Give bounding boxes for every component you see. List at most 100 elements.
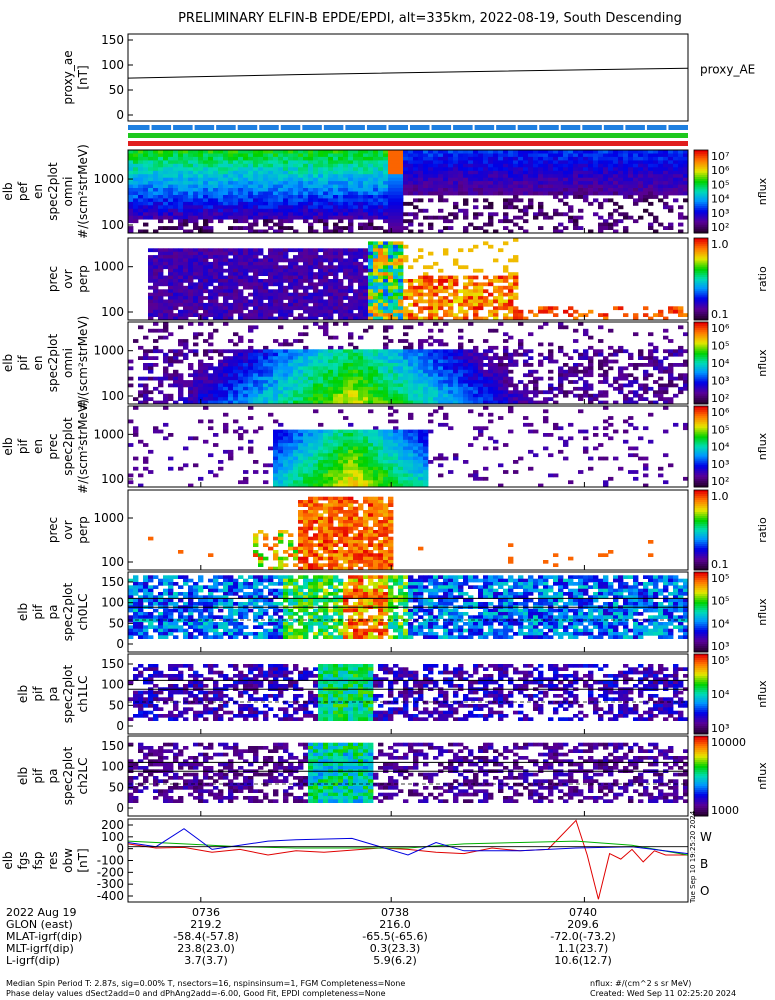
spec-cell	[303, 302, 309, 307]
spec-cell	[438, 289, 444, 294]
spec-cell	[523, 163, 529, 168]
spec-cell	[268, 349, 274, 354]
spec-cell	[138, 195, 144, 199]
spec-cell	[303, 153, 309, 158]
spec-cell	[418, 255, 424, 259]
spec-cell	[318, 397, 324, 401]
spec-cell	[613, 156, 619, 161]
spec-cell	[168, 181, 174, 185]
spec-cell	[578, 191, 584, 196]
spec-cell	[258, 184, 264, 189]
spec-cell	[238, 153, 244, 158]
spec-cell	[178, 163, 184, 168]
spec-cell	[183, 195, 189, 199]
spec-cell	[183, 251, 189, 256]
spec-cell	[448, 282, 454, 287]
spec-cell	[338, 366, 344, 371]
spec-cell	[448, 174, 454, 179]
spec-cell	[568, 215, 574, 220]
spec-cell	[313, 292, 319, 297]
spec-cell	[343, 195, 349, 199]
spec-cell	[463, 369, 469, 374]
spec-cell	[228, 163, 234, 168]
spec-cell	[283, 156, 289, 161]
spec-cell	[223, 248, 229, 253]
spec-cell	[378, 316, 384, 321]
spec-cell	[263, 265, 269, 270]
spec-cell	[243, 279, 249, 283]
spec-cell	[213, 292, 219, 297]
spec-cell	[273, 195, 279, 199]
spec-cell	[193, 219, 199, 224]
spec-cell	[233, 306, 239, 311]
spec-cell	[393, 258, 399, 263]
spec-cell	[603, 356, 609, 360]
spec-cell	[198, 376, 204, 381]
spec-cell	[308, 400, 314, 405]
spec-cell	[313, 170, 319, 175]
spec-cell	[393, 268, 399, 273]
spec-cell	[443, 174, 449, 179]
spec-cell	[223, 363, 229, 367]
spec-cell	[313, 296, 319, 300]
spec-cell	[388, 265, 394, 270]
spec-cell	[643, 150, 649, 154]
spec-cell	[243, 282, 249, 287]
spec-cell	[528, 198, 534, 203]
spec-cell	[348, 386, 354, 391]
spec-cell	[638, 170, 644, 175]
spec-cell	[403, 373, 409, 378]
spec-cell	[278, 201, 284, 206]
spec-cell	[128, 376, 134, 381]
spec-cell	[453, 167, 459, 172]
spec-cell	[353, 376, 359, 381]
spec-cell	[208, 397, 214, 401]
spec-cell	[473, 205, 479, 210]
spec-cell	[523, 349, 529, 354]
spec-cell	[193, 302, 199, 307]
spec-cell	[488, 356, 494, 360]
spec-cell	[208, 261, 214, 266]
spec-cell	[313, 205, 319, 210]
spec-cell	[343, 289, 349, 294]
spec-cell	[253, 170, 259, 175]
spec-cell	[253, 255, 259, 259]
spec-cell	[313, 219, 319, 224]
spec-cell	[503, 380, 509, 384]
spec-cell	[413, 400, 419, 405]
colorbar-tick-label: 10³	[711, 207, 729, 220]
spec-cell	[338, 285, 344, 290]
spec-cell	[338, 255, 344, 259]
spec-cell	[223, 400, 229, 405]
spec-cell	[333, 208, 339, 213]
spec-cell	[358, 201, 364, 206]
spec-cell	[348, 268, 354, 273]
spec-cell	[483, 163, 489, 168]
spec-cell	[518, 215, 524, 220]
spec-cell	[358, 215, 364, 220]
spec-cell	[193, 251, 199, 256]
spec-cell	[278, 258, 284, 263]
spec-cell	[533, 390, 539, 395]
spec-cell	[683, 156, 689, 161]
spec-cell	[313, 195, 319, 199]
spec-cell	[318, 255, 324, 259]
spec-cell	[183, 174, 189, 179]
spec-cell	[338, 345, 344, 350]
spec-cell	[158, 181, 164, 185]
spec-cell	[278, 156, 284, 161]
spec-cell	[253, 369, 259, 374]
spec-cell	[273, 150, 279, 154]
spec-cell	[543, 160, 549, 165]
spec-cell	[403, 325, 409, 330]
spec-cell	[363, 226, 369, 230]
spec-cell	[558, 170, 564, 175]
spec-cell	[223, 313, 229, 317]
spec-cell	[163, 302, 169, 307]
spec-cell	[378, 289, 384, 294]
spec-cell	[653, 181, 659, 185]
spec-cell	[198, 205, 204, 210]
spec-cell	[608, 383, 614, 388]
spec-cell	[218, 309, 224, 314]
spec-cell	[303, 309, 309, 314]
